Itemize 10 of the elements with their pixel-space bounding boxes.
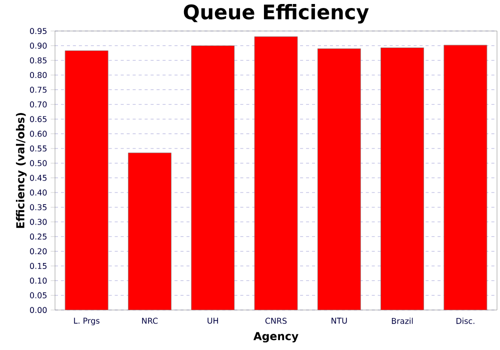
bar [64, 50, 108, 310]
bar [254, 36, 298, 310]
bar [128, 152, 172, 310]
bar [317, 48, 361, 310]
y-axis-title: Efficiency (val/obs) [16, 113, 27, 228]
bar [380, 48, 424, 310]
bar [191, 46, 234, 310]
bar [444, 44, 488, 310]
x-axis-title: Agency [253, 332, 298, 342]
chart-title: Queue Efficiency [184, 4, 369, 24]
